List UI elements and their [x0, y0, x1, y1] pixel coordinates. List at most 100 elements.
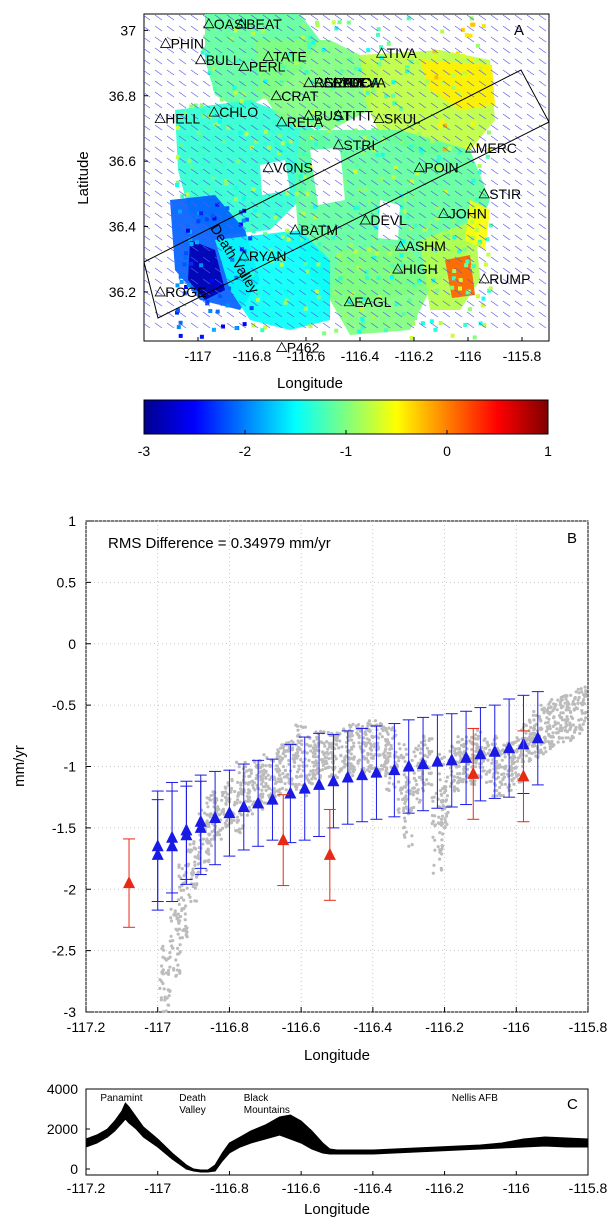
velocity-pixel [305, 269, 310, 274]
insar-point [479, 775, 483, 779]
insar-point [405, 790, 409, 794]
velocity-vector [262, 102, 271, 109]
insar-point [495, 788, 499, 793]
velocity-vector [526, 146, 535, 153]
colorbar: -3 -2 -1 0 1 [138, 399, 552, 459]
velocity-pixel [399, 140, 404, 145]
velocity-vector [202, 113, 211, 120]
velocity-vector [466, 179, 475, 186]
velocity-vector [382, 278, 391, 285]
velocity-vector [538, 157, 547, 164]
insar-point [415, 783, 419, 787]
insar-point [328, 774, 332, 779]
velocity-vector [286, 267, 295, 274]
insar-point [491, 794, 495, 798]
station-label: STRI [343, 137, 375, 153]
insar-point [459, 751, 463, 755]
velocity-pixel [280, 141, 285, 146]
velocity-vector [262, 58, 271, 65]
insar-point [384, 769, 388, 773]
insar-point [412, 750, 416, 754]
velocity-pixel [234, 326, 239, 331]
insar-point [184, 904, 188, 908]
insar-point [238, 800, 242, 804]
insar-point [565, 730, 570, 734]
station-label: TIVA [387, 45, 418, 61]
insar-point [564, 736, 568, 740]
velocity-vector [478, 300, 487, 307]
insar-point [253, 788, 257, 792]
gps-fit-point [445, 713, 458, 808]
velocity-pixel [442, 242, 447, 247]
velocity-vector [406, 36, 415, 43]
velocity-vector [238, 223, 247, 230]
velocity-vector [190, 80, 199, 87]
velocity-vector [238, 212, 247, 219]
velocity-vector [178, 245, 187, 252]
velocity-vector [490, 25, 499, 32]
station-triangle-icon [330, 76, 342, 88]
velocity-vector [286, 168, 295, 175]
velocity-vector [346, 245, 355, 252]
velocity-vector-field [142, 14, 547, 329]
velocity-vector [298, 234, 307, 241]
insar-point [512, 782, 516, 786]
insar-point [404, 805, 408, 809]
velocity-vector [334, 223, 343, 230]
insar-point [515, 774, 519, 778]
velocity-pixel [440, 29, 445, 34]
station-label: CHLO [219, 104, 258, 120]
velocity-pixel [238, 222, 243, 227]
topo-annotation: Mountains [244, 1105, 290, 1116]
velocity-pixel [331, 20, 336, 25]
velocity-vector [226, 124, 235, 131]
velocity-vector [310, 157, 319, 164]
velocity-vector [166, 58, 175, 65]
velocity-pixel [357, 329, 362, 334]
velocity-vector [238, 47, 247, 54]
insar-point [452, 787, 457, 792]
insar-point [584, 716, 588, 720]
velocity-pixel [344, 312, 349, 317]
velocity-vector [454, 201, 463, 208]
insar-point [583, 685, 587, 689]
gps-station: CRAT [270, 88, 319, 104]
station-label: HIGH [403, 261, 438, 277]
insar-point [415, 797, 419, 801]
insar-point [550, 698, 554, 702]
velocity-pixel [339, 102, 344, 107]
insar-point [529, 758, 533, 762]
velocity-vector [142, 91, 151, 98]
velocity-vector [226, 157, 235, 164]
velocity-vector [178, 36, 187, 43]
velocity-vector [226, 91, 235, 98]
velocity-vector [334, 311, 343, 318]
velocity-vector [250, 289, 259, 296]
velocity-vector [358, 69, 367, 76]
insar-point [404, 747, 408, 751]
gps-triangle-marker [313, 777, 326, 790]
velocity-vector [178, 168, 187, 175]
velocity-vector [538, 58, 547, 65]
velocity-vector [370, 267, 379, 274]
insar-point [542, 711, 546, 715]
insar-point [426, 755, 430, 759]
velocity-vector [478, 124, 487, 131]
velocity-pixel [327, 104, 332, 109]
velocity-vector [490, 47, 499, 54]
velocity-pixel [415, 60, 420, 64]
velocity-vector [502, 36, 511, 43]
velocity-vector [370, 201, 379, 208]
velocity-vector [346, 201, 355, 208]
insar-point [417, 800, 421, 804]
velocity-vector [334, 289, 343, 296]
insar-point [499, 765, 503, 769]
velocity-pixel [178, 274, 183, 279]
velocity-vector [322, 47, 331, 54]
velocity-vector [442, 201, 451, 208]
insar-point [190, 873, 194, 877]
velocity-vector [346, 212, 355, 219]
insar-point [284, 788, 288, 792]
insar-point [397, 742, 401, 746]
